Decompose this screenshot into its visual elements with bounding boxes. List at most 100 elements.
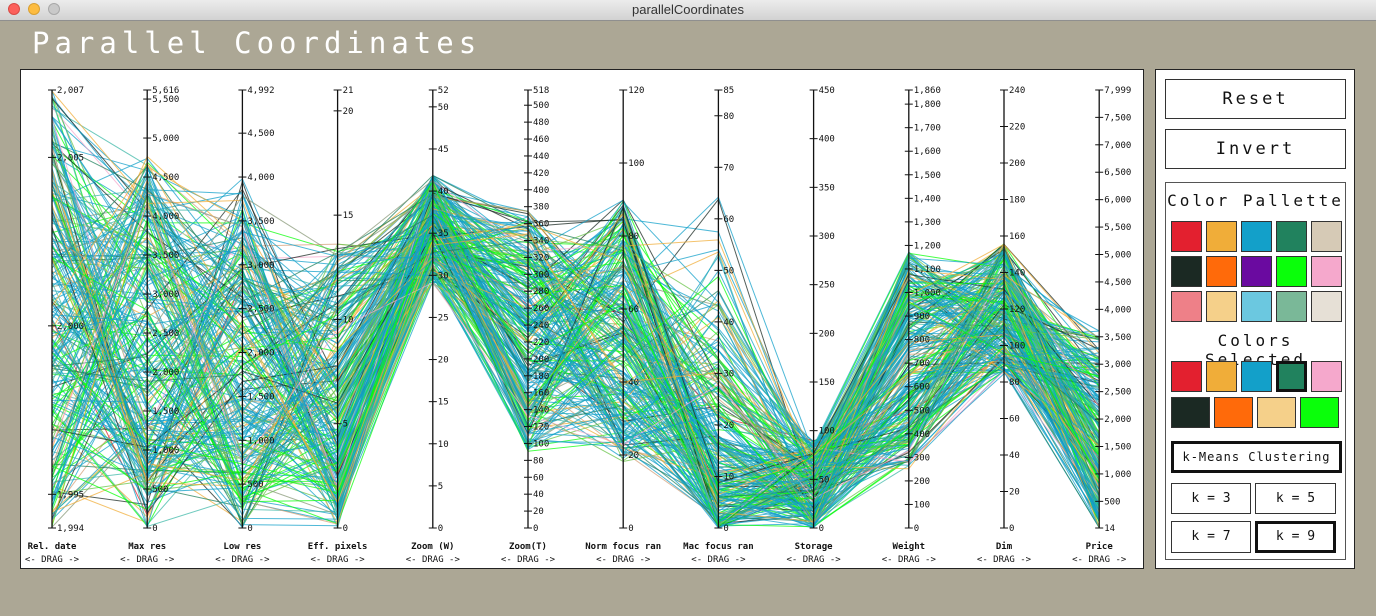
axis-drag-handle[interactable]: <- DRAG -> — [1072, 555, 1127, 565]
selected-color-swatch[interactable] — [1171, 361, 1202, 392]
axis-tick-label: 4,000 — [247, 173, 274, 183]
axis-tick-label: 20 — [723, 421, 734, 431]
axis-drag-handle[interactable]: <- DRAG -> — [691, 555, 746, 565]
axis-drag-handle[interactable]: <- DRAG -> — [977, 555, 1032, 565]
data-line — [51, 185, 1100, 524]
palette-swatch[interactable] — [1276, 291, 1307, 322]
parallel-coordinates-plot[interactable]: 1,994 1,995 2,000 2,005 2,007 Rel. date <- DRA… — [21, 70, 1143, 568]
reset-button[interactable]: Reset — [1165, 79, 1346, 119]
axis-tick-label: 80 — [723, 112, 734, 122]
data-line — [51, 249, 1100, 498]
minimize-window-icon[interactable] — [28, 3, 40, 15]
axis-drag-handle[interactable]: <- DRAG -> — [215, 555, 270, 565]
k-9-button[interactable]: k = 9 — [1255, 521, 1336, 553]
data-line — [51, 222, 1100, 525]
palette-swatch[interactable] — [1276, 221, 1307, 252]
selected-color-swatch[interactable] — [1241, 361, 1272, 392]
selected-color-swatch[interactable] — [1257, 397, 1296, 428]
axis-tick-label: 80 — [628, 232, 639, 242]
data-line — [51, 251, 1100, 511]
axis-drag-handle[interactable]: <- DRAG -> — [787, 555, 842, 565]
window-title: parallelCoordinates — [631, 2, 744, 17]
axis-tick-label: 4,500 — [152, 173, 179, 183]
data-line — [51, 204, 1100, 487]
selected-color-swatch[interactable] — [1311, 361, 1342, 392]
axis-tick-label: 1,500 — [1104, 442, 1131, 452]
invert-button[interactable]: Invert — [1165, 129, 1346, 169]
close-window-icon[interactable] — [8, 3, 20, 15]
axis-tick-label: 1,994 — [57, 524, 84, 534]
axis-tick-label: 1,500 — [914, 171, 941, 181]
axis-tick-label: 300 — [533, 270, 549, 280]
axis-tick-label: 1,860 — [914, 86, 941, 96]
axis-tick-label: 360 — [533, 220, 549, 230]
data-line — [51, 244, 1100, 503]
axis-tick-label: 10 — [723, 472, 734, 482]
axis-tick-label: 280 — [533, 287, 549, 297]
axis-tick-label: 2,007 — [57, 86, 84, 96]
data-line — [51, 180, 1100, 511]
axis-tick-label: 220 — [533, 338, 549, 348]
k-3-button[interactable]: k = 3 — [1171, 483, 1251, 514]
axis-tick-label: 100 — [533, 439, 549, 449]
axis-drag-handle[interactable]: <- DRAG -> — [120, 555, 175, 565]
palette-swatch[interactable] — [1311, 256, 1342, 287]
axis-drag-handle[interactable]: <- DRAG -> — [501, 555, 556, 565]
axis-tick-label: 2,500 — [152, 329, 179, 339]
data-line — [51, 207, 1100, 509]
axis-tick-label: 50 — [819, 475, 830, 485]
selected-color-swatch[interactable] — [1300, 397, 1339, 428]
axis-name-label: Norm focus ran — [585, 542, 661, 552]
selected-color-swatch[interactable] — [1206, 361, 1237, 392]
k-7-button[interactable]: k = 7 — [1171, 521, 1251, 553]
axis-tick-label: 120 — [628, 86, 644, 96]
axis-drag-handle[interactable]: <- DRAG -> — [882, 555, 937, 565]
axis-tick-label: 150 — [819, 378, 835, 388]
axis-tick-label: 300 — [914, 453, 930, 463]
axis-tick-label: 6,000 — [1104, 196, 1131, 206]
palette-swatch[interactable] — [1171, 256, 1202, 287]
axis-tick-label: 480 — [533, 118, 549, 128]
palette-swatch[interactable] — [1241, 221, 1272, 252]
kmeans-clustering-button[interactable]: k-Means Clustering — [1171, 441, 1342, 473]
palette-swatch[interactable] — [1206, 221, 1237, 252]
palette-swatch[interactable] — [1206, 291, 1237, 322]
axis-tick-label: 4,992 — [247, 86, 274, 96]
k-5-button[interactable]: k = 5 — [1255, 483, 1336, 514]
axis-tick-label: 60 — [723, 215, 734, 225]
axis-tick-label: 20 — [343, 107, 354, 117]
data-line — [51, 251, 1100, 495]
palette-swatch[interactable] — [1276, 256, 1307, 287]
data-line — [51, 140, 1100, 520]
axis-drag-handle[interactable]: <- DRAG -> — [25, 555, 80, 565]
axis-tick-label: 5,000 — [1104, 251, 1131, 261]
axis-drag-handle[interactable]: <- DRAG -> — [596, 555, 651, 565]
palette-swatch[interactable] — [1206, 256, 1237, 287]
palette-swatch[interactable] — [1241, 291, 1272, 322]
axis-tick-label: 7,999 — [1104, 86, 1131, 96]
data-line — [51, 199, 1100, 512]
data-line — [51, 158, 1100, 524]
axis-tick-label: 500 — [152, 485, 168, 495]
palette-swatch[interactable] — [1171, 291, 1202, 322]
axis-tick-label: 120 — [1009, 305, 1025, 315]
selected-color-swatch[interactable] — [1276, 361, 1307, 392]
axis-tick-label: 2,000 — [1104, 415, 1131, 425]
axis-tick-label: 1,700 — [914, 124, 941, 134]
axis-tick-label: 70 — [723, 163, 734, 173]
palette-swatch[interactable] — [1171, 221, 1202, 252]
axis-tick-label: 140 — [1009, 269, 1025, 279]
palette-swatch[interactable] — [1311, 221, 1342, 252]
axis-tick-label: 400 — [914, 430, 930, 440]
axis-tick-label: 0 — [247, 524, 252, 534]
axis-tick-label: 1,995 — [57, 490, 84, 500]
palette-swatch[interactable] — [1241, 256, 1272, 287]
zoom-window-icon[interactable] — [48, 3, 60, 15]
axis-drag-handle[interactable]: <- DRAG -> — [406, 555, 461, 565]
axis-tick-label: 500 — [533, 101, 549, 111]
axis-tick-label: 1,000 — [914, 289, 941, 299]
palette-swatch[interactable] — [1311, 291, 1342, 322]
axis-drag-handle[interactable]: <- DRAG -> — [311, 555, 366, 565]
selected-color-swatch[interactable] — [1171, 397, 1210, 428]
selected-color-swatch[interactable] — [1214, 397, 1253, 428]
